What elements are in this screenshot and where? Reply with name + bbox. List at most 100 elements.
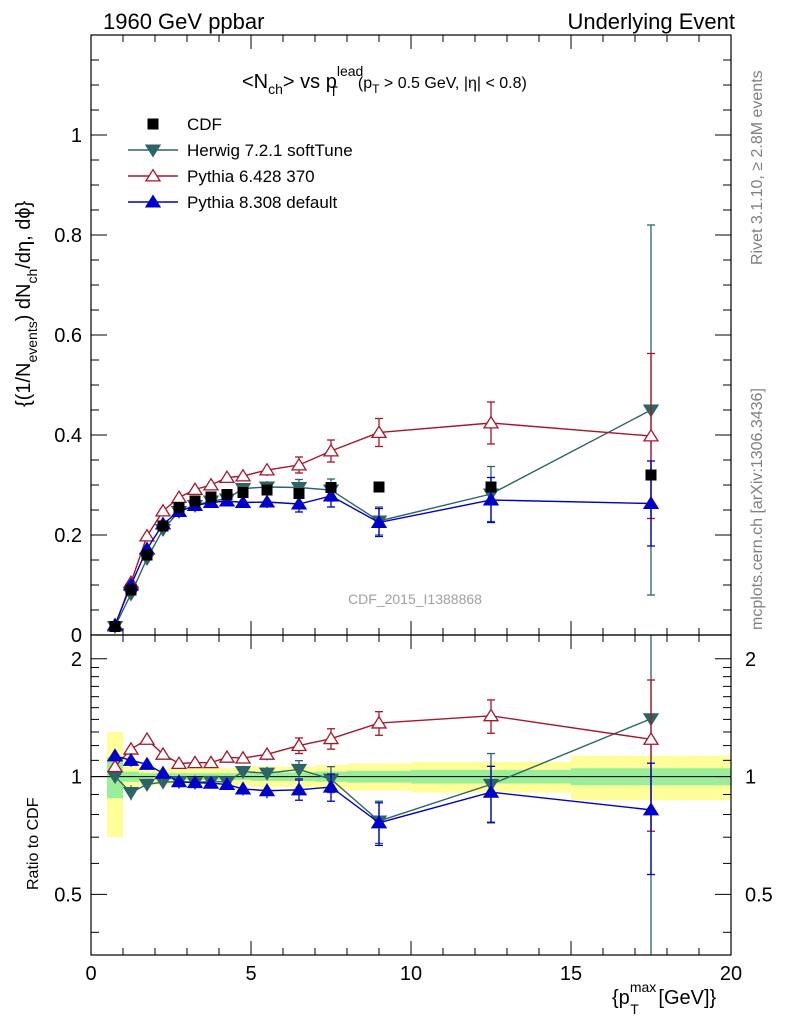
data-point-pythia-6-428-370 (290, 457, 308, 471)
ratio-point-pythia-8-308-default (218, 776, 236, 790)
data-point-cdf (261, 484, 273, 496)
ratio-point-pythia-6-428-370 (322, 731, 340, 745)
ratio-point-pythia-8-308-default (122, 752, 140, 766)
data-point-pythia-6-428-370 (154, 503, 172, 517)
ratio-point-pythia-6-428-370 (106, 759, 124, 773)
data-point-pythia-6-428-370 (170, 489, 188, 504)
data-point-pythia-8-308-default (218, 493, 236, 507)
xlabel-p1: {p (612, 987, 630, 1009)
data-point-cdf (157, 520, 169, 532)
ratio-point-herwig-7-2-1-softtune (122, 787, 140, 801)
y-tick-label: 0.6 (54, 325, 82, 347)
ratio-point-pythia-6-428-370 (138, 731, 156, 745)
ratio-point-pythia-8-308-default (202, 775, 220, 789)
ratio-point-herwig-7-2-1-softtune (138, 778, 156, 792)
ratio-point-pythia-6-428-370 (642, 731, 660, 745)
legend-marker (147, 118, 159, 130)
data-point-cdf (125, 584, 137, 596)
x-tick-label: 5 (245, 963, 256, 985)
ratio-tick-label-right: 2 (745, 649, 756, 671)
data-point-cdf (141, 549, 153, 561)
ratio-point-pythia-8-308-default (234, 781, 252, 795)
data-point-pythia-6-428-370 (218, 469, 236, 484)
ylabel-p2-sub: ch (24, 269, 40, 284)
data-point-pythia-6-428-370 (186, 481, 204, 496)
ratio-point-pythia-6-428-370 (258, 746, 276, 760)
ratio-point-pythia-8-308-default (154, 765, 172, 779)
legend-label: Pythia 8.308 default (187, 193, 338, 212)
ratio-point-pythia-8-308-default (106, 748, 124, 762)
ylabel-p1-sub: events (24, 321, 40, 362)
y-tick-label: 1 (71, 125, 82, 147)
ratio-panel-frame (90, 634, 732, 956)
data-point-cdf (237, 487, 249, 498)
data-point-cdf (373, 481, 385, 493)
data-point-pythia-6-428-370 (202, 477, 220, 491)
data-point-pythia-8-308-default (370, 514, 388, 529)
ratio-point-herwig-7-2-1-softtune (290, 763, 308, 777)
y-tick-label: 0.4 (54, 425, 82, 447)
ratio-point-pythia-6-428-370 (370, 715, 388, 729)
ratio-point-herwig-7-2-1-softtune (258, 767, 276, 781)
data-point-cdf (189, 495, 201, 507)
ratio-point-pythia-6-428-370 (202, 755, 220, 769)
x-axis-label: {pmax T [GeV]} (612, 979, 717, 1017)
y-axis-label: {(1/Nevents) dNch/dη, dϕ} (13, 200, 40, 407)
title-cut-open: (p (358, 75, 372, 92)
data-point-pythia-6-428-370 (258, 462, 276, 476)
x-tick-label: 0 (85, 963, 96, 985)
y-tick-label: 0 (71, 625, 82, 647)
title-middle-sub: T (329, 83, 338, 99)
legend-label: Herwig 7.2.1 softTune (187, 141, 353, 160)
ratio-point-pythia-8-308-default (642, 802, 660, 816)
x-tick-label: 10 (400, 963, 422, 985)
data-point-cdf (109, 621, 121, 632)
data-point-pythia-8-308-default (258, 494, 276, 508)
ratio-point-pythia-8-308-default (258, 783, 276, 797)
data-point-pythia-6-428-370 (322, 443, 340, 457)
data-point-cdf (221, 489, 233, 500)
x-tick-label: 20 (720, 963, 742, 985)
data-point-pythia-6-428-370 (138, 528, 156, 542)
data-point-cdf (205, 491, 217, 503)
analysis-watermark: CDF_2015_I1388868 (348, 591, 482, 607)
data-point-pythia-8-308-default (482, 492, 500, 506)
y-tick-label: 0.2 (54, 525, 82, 547)
main-panel-data (106, 224, 660, 635)
legend-marker (144, 194, 162, 208)
axes-and-ticks: 0 5 10 15 20 0 0.2 0.4 0.6 0.8 1 0.5 0.5 1 1 2 2 (54, 35, 773, 985)
ratio-point-pythia-8-308-default (482, 784, 500, 798)
data-point-pythia-6-428-370 (642, 428, 660, 442)
header-right: Underlying Event (567, 9, 735, 34)
ratio-point-pythia-8-308-default (138, 756, 156, 770)
data-point-cdf (485, 481, 497, 493)
title-prefix: <N (242, 71, 268, 93)
xlabel-p2: [GeV]} (653, 987, 717, 1009)
data-point-cdf (645, 469, 657, 481)
header-left: 1960 GeV ppbar (103, 9, 264, 34)
ratio-tick-label-right: 1 (745, 767, 756, 789)
ratio-point-pythia-6-428-370 (234, 750, 252, 764)
legend: CDF Herwig 7.2.1 softTune Pythia 6.428 370… (128, 115, 353, 212)
ratio-tick-label-left: 1 (71, 767, 82, 789)
title-middle: > vs p (283, 71, 337, 93)
data-point-cdf (325, 482, 337, 493)
y-tick-label: 0.8 (54, 225, 82, 247)
ratio-point-pythia-8-308-default (170, 774, 188, 788)
ratio-tick-label-left: 2 (71, 649, 82, 671)
xlabel-p1-sup: max (630, 979, 656, 995)
legend-marker (144, 168, 162, 182)
data-point-pythia-8-308-default (234, 494, 252, 509)
legend-label: Pythia 6.428 370 (187, 167, 315, 186)
data-point-pythia-8-308-default (642, 495, 660, 510)
ratio-tick-label-right: 0.5 (745, 884, 773, 906)
title-middle-sup: lead (337, 63, 363, 79)
ratio-point-pythia-6-428-370 (170, 755, 188, 770)
chart-title: <Nch> vs plead T (pT > 0.5 GeV, |η| < 0.8) (242, 63, 527, 99)
ratio-point-pythia-6-428-370 (186, 755, 204, 769)
data-point-pythia-8-308-default (322, 488, 340, 502)
data-point-cdf (173, 502, 185, 513)
title-cut-rest: > 0.5 GeV, |η| < 0.8) (379, 75, 526, 92)
data-point-pythia-8-308-default (290, 496, 308, 510)
